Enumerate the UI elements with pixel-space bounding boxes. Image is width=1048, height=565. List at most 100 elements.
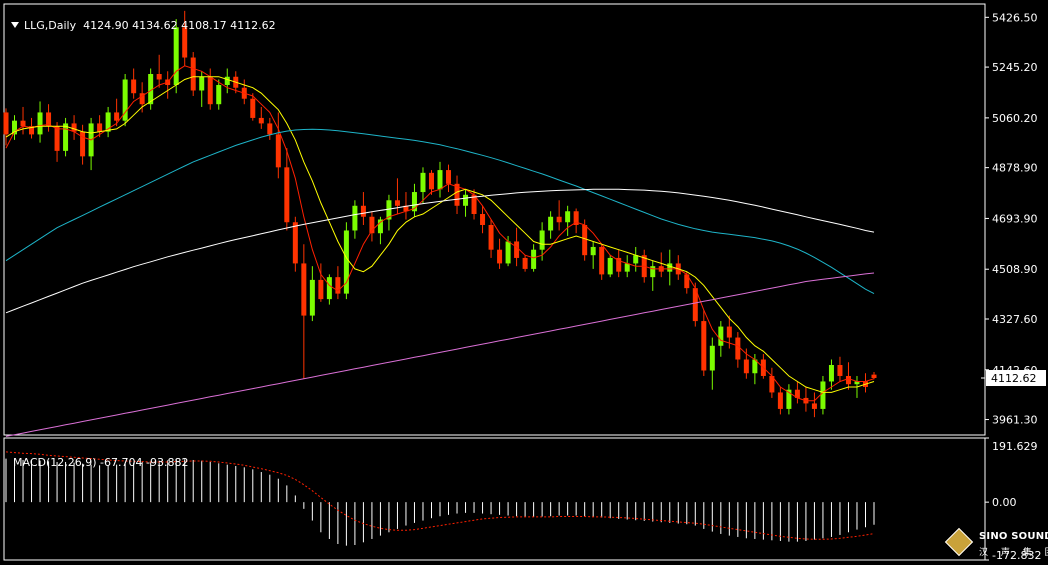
candle-body: [684, 274, 690, 289]
ma60-line: [5, 128, 875, 295]
candle-body: [139, 93, 145, 105]
candle-body: [386, 200, 392, 220]
candle-body: [709, 345, 715, 371]
candle-body: [845, 375, 851, 385]
macd-axis-label: 0.00: [992, 496, 1017, 509]
candle-body: [556, 216, 562, 223]
macd-axis-label: 191.629: [992, 440, 1038, 453]
candle-body: [207, 76, 213, 105]
candle-body: [3, 112, 9, 135]
candle-body: [599, 246, 605, 275]
candle-body: [258, 117, 264, 124]
candle-body: [582, 224, 588, 256]
candle-body: [786, 389, 792, 409]
candle-body: [454, 183, 460, 206]
price-axis-label: 3961.30: [992, 414, 1038, 427]
macd-panel[interactable]: [3, 437, 986, 561]
candle-body: [531, 249, 537, 269]
candle-body: [199, 76, 205, 91]
candle-body: [480, 214, 486, 225]
candle-body: [54, 126, 60, 151]
candle-body: [794, 389, 800, 398]
candle-body: [871, 374, 877, 379]
candle-body: [428, 172, 434, 190]
candle-body: [854, 381, 860, 385]
candle-body: [20, 120, 26, 127]
candle-body: [352, 205, 358, 231]
candle-body: [446, 170, 452, 184]
price-panel-frame: [3, 3, 986, 436]
candle-body: [411, 192, 417, 212]
candle-body: [173, 27, 179, 85]
price-axis-label: 5245.20: [992, 61, 1038, 74]
candle-body: [471, 194, 477, 215]
candle-body: [105, 112, 111, 132]
candle-body: [148, 74, 154, 105]
candle-body: [343, 230, 349, 294]
price-axis-label: 4327.60: [992, 313, 1038, 326]
candle-body: [590, 246, 596, 256]
dropdown-arrow-icon[interactable]: [11, 22, 19, 28]
candle-body: [360, 205, 366, 217]
candle-body: [182, 27, 188, 58]
price-axis: 5426.50 5245.20 5060.20 4878.90 4693.90 4508.…: [981, 11, 1046, 562]
candle-body: [752, 359, 758, 374]
candle-body: [250, 98, 256, 118]
macd-panel-frame: [3, 437, 986, 561]
price-axis-label: 4693.90: [992, 212, 1038, 225]
candle-body: [667, 263, 673, 272]
candle-body: [46, 112, 52, 127]
candle-body: [607, 257, 613, 275]
price-axis-label: 4878.90: [992, 162, 1038, 175]
candle-body: [726, 326, 732, 338]
macd-label: MACD(12,26,9) -67.704 -93.882: [13, 456, 189, 469]
candle-body: [394, 200, 400, 206]
candle-body: [718, 326, 724, 346]
candle-body: [29, 126, 35, 135]
macd-header: MACD(12,26,9) -67.704 -93.882: [6, 442, 188, 470]
sino-sound-logo: SINO SOUND 汉 声 集 团: [944, 527, 1048, 564]
candle-body: [326, 277, 332, 300]
ma250-line: [5, 272, 875, 437]
candle-body: [497, 249, 503, 264]
candle-body: [309, 279, 315, 316]
candle-body: [190, 57, 196, 91]
candle-body: [650, 266, 656, 278]
price-panel[interactable]: [3, 3, 986, 437]
candle-body: [335, 277, 341, 294]
candle-body: [701, 321, 707, 371]
candle-body: [514, 241, 520, 258]
candle-body: [131, 79, 137, 94]
candle-body: [811, 403, 817, 409]
candle-body: [777, 392, 783, 409]
current-price-label: 4112.62: [991, 372, 1037, 385]
candle-body: [548, 216, 554, 231]
candle-body: [369, 216, 375, 234]
symbol-label: LLG,Daily: [24, 19, 77, 32]
candle-body: [71, 123, 77, 132]
candle-body: [80, 131, 86, 157]
diamond-logo-icon: [944, 527, 974, 557]
candle-body: [156, 74, 162, 80]
candle-body: [505, 241, 511, 264]
candle-body: [820, 381, 826, 409]
candle-body: [437, 170, 443, 190]
candle-body: [301, 263, 307, 316]
candle-body: [12, 120, 18, 135]
candle-body: [216, 84, 222, 105]
candle-body: [420, 172, 426, 193]
candle-body: [565, 211, 571, 223]
candle-body: [616, 257, 622, 272]
candle-body: [828, 364, 834, 382]
candle-body: [403, 205, 409, 212]
candle-body: [633, 255, 639, 264]
candle-body: [743, 359, 749, 374]
candle-body: [97, 123, 103, 132]
ohlc-values: 4124.90 4134.62 4108.17 4112.62: [83, 19, 276, 32]
candle-body: [377, 219, 383, 234]
price-axis-label: 5426.50: [992, 11, 1038, 24]
candle-body: [735, 337, 741, 360]
candle-body: [114, 112, 120, 121]
